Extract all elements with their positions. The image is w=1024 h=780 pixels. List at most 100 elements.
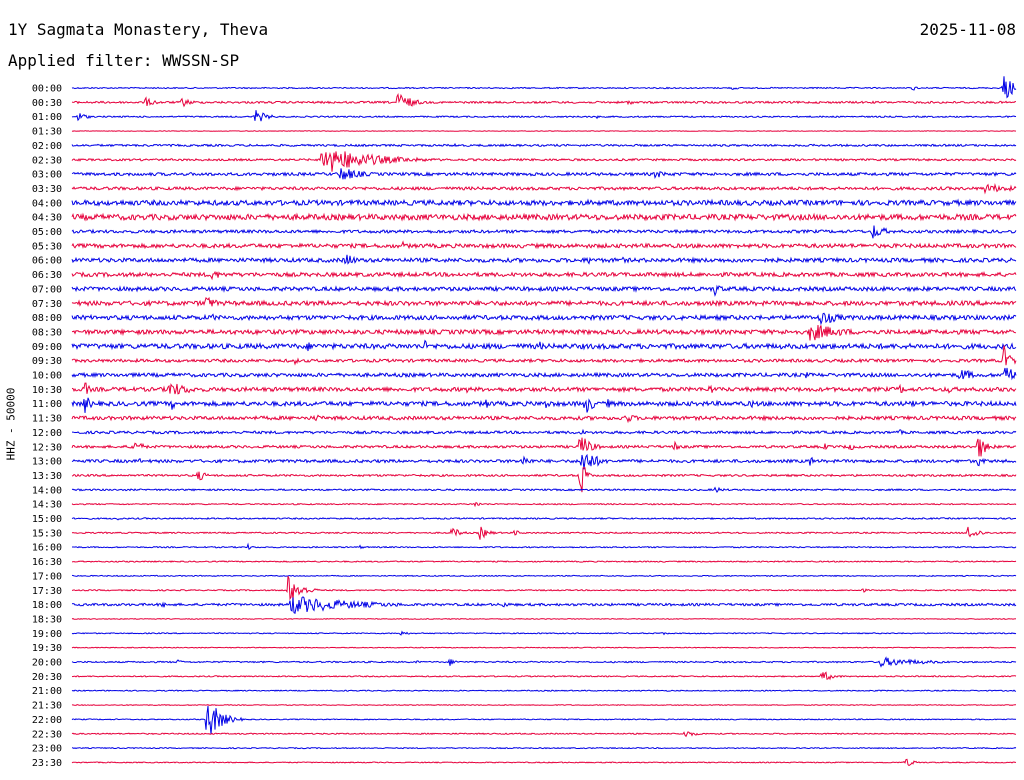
seismic-trace [71, 704, 1016, 707]
seismic-trace [71, 324, 1017, 341]
time-label: 06:00 [32, 256, 62, 267]
time-label: 18:30 [32, 614, 62, 625]
time-label: 10:30 [32, 385, 62, 396]
seismic-trace [71, 345, 1017, 366]
filter-label: Applied filter: WWSSN-SP [8, 51, 240, 70]
seismic-trace [71, 560, 1017, 563]
seismic-trace [71, 466, 1017, 493]
seismic-trace [71, 397, 1017, 413]
seismic-trace [71, 630, 1017, 636]
time-label: 22:00 [32, 715, 62, 726]
time-label: 21:00 [32, 686, 62, 697]
seismic-trace [71, 254, 1017, 265]
seismic-trace [71, 93, 1016, 108]
time-label: 01:00 [32, 112, 62, 123]
seismic-trace [71, 110, 1017, 122]
seismic-trace [71, 453, 1017, 470]
time-label: 00:00 [32, 84, 62, 95]
time-label: 00:30 [32, 98, 62, 109]
seismic-trace [71, 240, 1017, 250]
seismic-trace [71, 646, 1017, 649]
time-label: 20:00 [32, 658, 62, 669]
seismic-trace [71, 671, 1017, 681]
seismic-trace [71, 656, 1017, 668]
time-label: 08:00 [32, 313, 62, 324]
seismic-trace [71, 596, 1017, 614]
seismic-trace [71, 731, 1017, 738]
time-label: 19:00 [32, 629, 62, 640]
time-label: 17:00 [32, 571, 62, 582]
seismic-trace [71, 183, 1017, 195]
seismic-trace [71, 689, 1017, 692]
time-label: 04:00 [32, 198, 62, 209]
time-label: 23:00 [32, 744, 62, 755]
time-label: 10:00 [32, 371, 62, 382]
seismic-trace [72, 542, 1017, 550]
time-label: 14:30 [32, 500, 62, 511]
time-label: 16:30 [32, 557, 62, 568]
time-label: 05:00 [32, 227, 62, 238]
seismic-trace [71, 618, 1017, 620]
time-label: 02:30 [32, 155, 62, 166]
time-label: 19:30 [32, 643, 62, 654]
time-label: 21:30 [32, 701, 62, 712]
seismic-trace [71, 76, 1017, 99]
seismic-trace [71, 367, 1017, 381]
seismic-trace [71, 516, 1017, 521]
time-label: 16:00 [32, 543, 62, 554]
seismic-trace [71, 130, 1017, 132]
seismic-trace [71, 758, 1016, 767]
time-label: 11:00 [32, 399, 62, 410]
seismic-trace [71, 486, 1017, 493]
seismic-trace [71, 212, 1017, 222]
seismic-trace [71, 382, 1017, 395]
seismic-trace [71, 225, 1017, 239]
time-label: 03:30 [32, 184, 62, 195]
seismic-trace [72, 428, 1017, 436]
seismic-trace [71, 574, 1017, 578]
time-label: 15:30 [32, 528, 62, 539]
time-label: 13:30 [32, 471, 62, 482]
time-label: 20:30 [32, 672, 62, 683]
seismic-trace [71, 526, 1017, 540]
time-label: 18:00 [32, 600, 62, 611]
time-label: 17:30 [32, 586, 62, 597]
time-label: 12:30 [32, 442, 62, 453]
time-label: 05:30 [32, 241, 62, 252]
seismic-trace [71, 284, 1017, 297]
seismic-trace [71, 198, 1017, 208]
seismic-trace [71, 312, 1017, 326]
seismic-trace [71, 437, 1017, 457]
time-label: 08:30 [32, 327, 62, 338]
seismic-trace [71, 705, 1017, 735]
time-label: 09:00 [32, 342, 62, 353]
station-title: 1Y Sagmata Monastery, Theva [8, 20, 269, 39]
seismic-trace [71, 576, 1017, 601]
time-label: 09:30 [32, 356, 62, 367]
time-label: 07:00 [32, 284, 62, 295]
time-label: 13:00 [32, 457, 62, 468]
seismic-trace [71, 339, 1017, 352]
time-label: 12:00 [32, 428, 62, 439]
seismic-trace [71, 501, 1017, 508]
seismic-trace [71, 414, 1017, 424]
seismic-trace [71, 168, 1017, 180]
time-label: 06:30 [32, 270, 62, 281]
time-label: 14:00 [32, 485, 62, 496]
seismic-trace [71, 746, 1017, 750]
time-label: 03:00 [32, 170, 62, 181]
seismic-trace [71, 270, 1017, 281]
time-label: 11:30 [32, 414, 62, 425]
seismic-trace [71, 142, 1017, 148]
seismic-trace [71, 296, 1017, 308]
plot-date: 2025-11-08 [919, 20, 1016, 39]
seismic-trace [71, 151, 1017, 172]
time-label: 01:30 [32, 127, 62, 138]
time-label: 23:30 [32, 758, 62, 769]
time-label: 02:00 [32, 141, 62, 152]
time-label: 07:30 [32, 299, 62, 310]
time-label: 22:30 [32, 729, 62, 740]
time-label: 15:00 [32, 514, 62, 525]
time-label: 04:30 [32, 213, 62, 224]
